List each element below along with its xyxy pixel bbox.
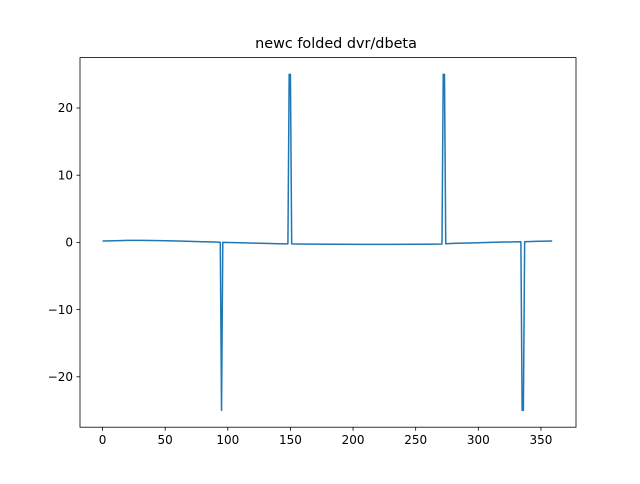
plot-layer — [102, 73, 553, 412]
x-tick-label: 250 — [404, 433, 427, 447]
y-tick-label: −20 — [48, 370, 73, 384]
x-tick-label: 50 — [158, 433, 173, 447]
ticks-layer: 0 50 100 150 200 250 300 350 −20 −10 0 10 20 — [48, 101, 553, 447]
y-tick-label: 0 — [65, 236, 73, 250]
x-tick-label: 100 — [216, 433, 239, 447]
y-tick-label: 20 — [58, 101, 73, 115]
x-tick-label: 350 — [529, 433, 552, 447]
x-tick-label: 150 — [279, 433, 302, 447]
x-tick-label: 300 — [467, 433, 490, 447]
y-tick-label: −10 — [48, 303, 73, 317]
axes-frame — [79, 57, 577, 428]
y-tick-label: 10 — [58, 168, 73, 182]
chart-title: newc folded dvr/dbeta — [255, 36, 417, 52]
series-line-0 — [102, 73, 553, 412]
x-tick-label: 0 — [99, 433, 107, 447]
x-tick-label: 200 — [342, 433, 365, 447]
